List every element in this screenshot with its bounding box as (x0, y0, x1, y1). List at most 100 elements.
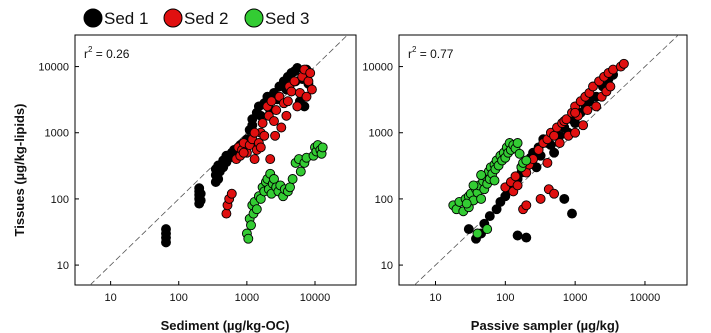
data-point-sed2 (591, 101, 602, 112)
x-tick-label: 100 (496, 292, 514, 304)
data-point-sed3 (295, 166, 306, 177)
data-point-sed3 (476, 193, 487, 204)
legend-marker-sed1 (83, 8, 103, 28)
data-point-sed2 (255, 142, 266, 153)
data-points (161, 63, 328, 248)
x-tick-label: 10000 (630, 292, 661, 304)
data-point-sed2 (533, 144, 544, 155)
data-point-sed2 (512, 180, 523, 191)
data-point-sed2 (292, 101, 303, 112)
data-point-sed2 (549, 188, 560, 199)
data-point-sed2 (542, 157, 553, 168)
legend-entry: Sed 1 (83, 8, 148, 28)
data-point-sed2 (535, 193, 546, 204)
legend-label-sed3: Sed 3 (265, 9, 309, 28)
legend: Sed 1 Sed 2 Sed 3 (83, 8, 309, 28)
data-point-sed2 (281, 110, 292, 121)
data-point-sed1 (512, 230, 523, 241)
data-point-sed1 (567, 208, 577, 219)
data-point-sed2 (301, 91, 312, 102)
plot-frame (398, 34, 688, 286)
data-point-sed1 (549, 147, 560, 158)
data-point-sed1 (559, 193, 570, 204)
y-tick-label: 10 (381, 260, 393, 272)
data-point-sed1 (161, 224, 171, 235)
data-points (448, 58, 629, 244)
data-point-sed3 (512, 138, 523, 148)
data-point-sed2 (269, 116, 279, 127)
data-point-sed3 (468, 180, 479, 191)
data-point-sed2 (286, 86, 297, 97)
data-point-sed1 (195, 188, 206, 199)
y-tick-label: 10000 (362, 62, 393, 74)
x-tick-label: 10 (104, 292, 116, 304)
data-point-sed2 (238, 147, 249, 158)
data-point-sed3 (243, 233, 254, 244)
data-point-sed2 (266, 96, 277, 107)
data-point-sed2 (289, 76, 300, 87)
y-axis-title: Tissues (µg/kg-lipids) (12, 104, 27, 237)
data-point-sed2 (265, 154, 276, 165)
data-point-sed3 (476, 170, 487, 180)
data-point-sed3 (461, 198, 472, 209)
x-tick-label: 100 (170, 292, 188, 304)
data-point-sed2 (303, 76, 314, 87)
data-point-sed2 (226, 188, 237, 199)
data-point-sed2 (259, 130, 270, 141)
data-point-sed2 (521, 200, 532, 211)
legend-label-sed1: Sed 1 (104, 9, 148, 28)
x-axis-title: Passive sampler (µg/kg) (471, 318, 619, 333)
x-tick-label: 10000 (300, 292, 331, 304)
data-point-sed3 (514, 148, 525, 159)
data-point-sed3 (287, 174, 298, 184)
x-tick-label: 1000 (563, 292, 587, 304)
y-tick-label: 1000 (369, 128, 393, 140)
r2-annotation: r2 = 0.77 (408, 45, 454, 61)
data-point-sed2 (570, 127, 581, 138)
data-point-sed2 (221, 208, 232, 219)
y-tick-label: 100 (375, 194, 393, 206)
data-point-sed3 (472, 228, 483, 239)
data-point-sed3 (482, 224, 493, 235)
legend-label-sed2: Sed 2 (184, 9, 228, 28)
y-tick-label: 10000 (38, 62, 69, 74)
x-axis-ticks: 10 100 1000 10000 (429, 281, 660, 304)
x-axis-ticks: 10 100 1000 10000 (104, 281, 330, 304)
data-point-sed2 (570, 107, 581, 118)
y-tick-label: 100 (51, 194, 69, 206)
y-axis-ticks: 10 100 1000 10000 (362, 62, 403, 272)
data-point-sed3 (489, 175, 500, 186)
data-point-sed1 (463, 224, 474, 235)
data-point-sed2 (271, 105, 282, 116)
legend-marker-sed2 (163, 8, 183, 28)
data-point-sed2 (605, 81, 616, 92)
data-point-sed2 (578, 120, 589, 131)
data-point-sed2 (276, 122, 287, 133)
data-point-sed2 (561, 114, 572, 125)
legend-entry: Sed 2 (163, 8, 228, 28)
data-point-sed2 (510, 171, 521, 182)
y-axis-ticks: 10 100 1000 10000 (38, 62, 79, 272)
x-axis-title: Sediment (µg/kg-OC) (161, 318, 290, 333)
data-point-sed3 (521, 155, 532, 166)
data-point-sed2 (618, 58, 629, 69)
data-point-sed2 (582, 105, 593, 116)
data-point-sed3 (317, 142, 328, 153)
data-point-sed2 (554, 138, 565, 148)
data-point-sed2 (270, 130, 281, 141)
legend-entry: Sed 3 (244, 8, 309, 28)
plot-frame (74, 34, 357, 286)
data-point-sed2 (257, 118, 268, 129)
data-point-sed2 (305, 68, 316, 78)
data-point-sed2 (306, 84, 317, 95)
data-point-sed1 (521, 232, 532, 243)
y-tick-label: 10 (57, 260, 69, 272)
data-point-sed3 (251, 204, 262, 215)
y-tick-label: 1000 (45, 128, 69, 140)
data-point-sed2 (249, 154, 260, 165)
data-point-sed3 (285, 182, 295, 193)
r2-annotation: r2 = 0.26 (84, 45, 130, 61)
x-tick-label: 10 (429, 292, 441, 304)
